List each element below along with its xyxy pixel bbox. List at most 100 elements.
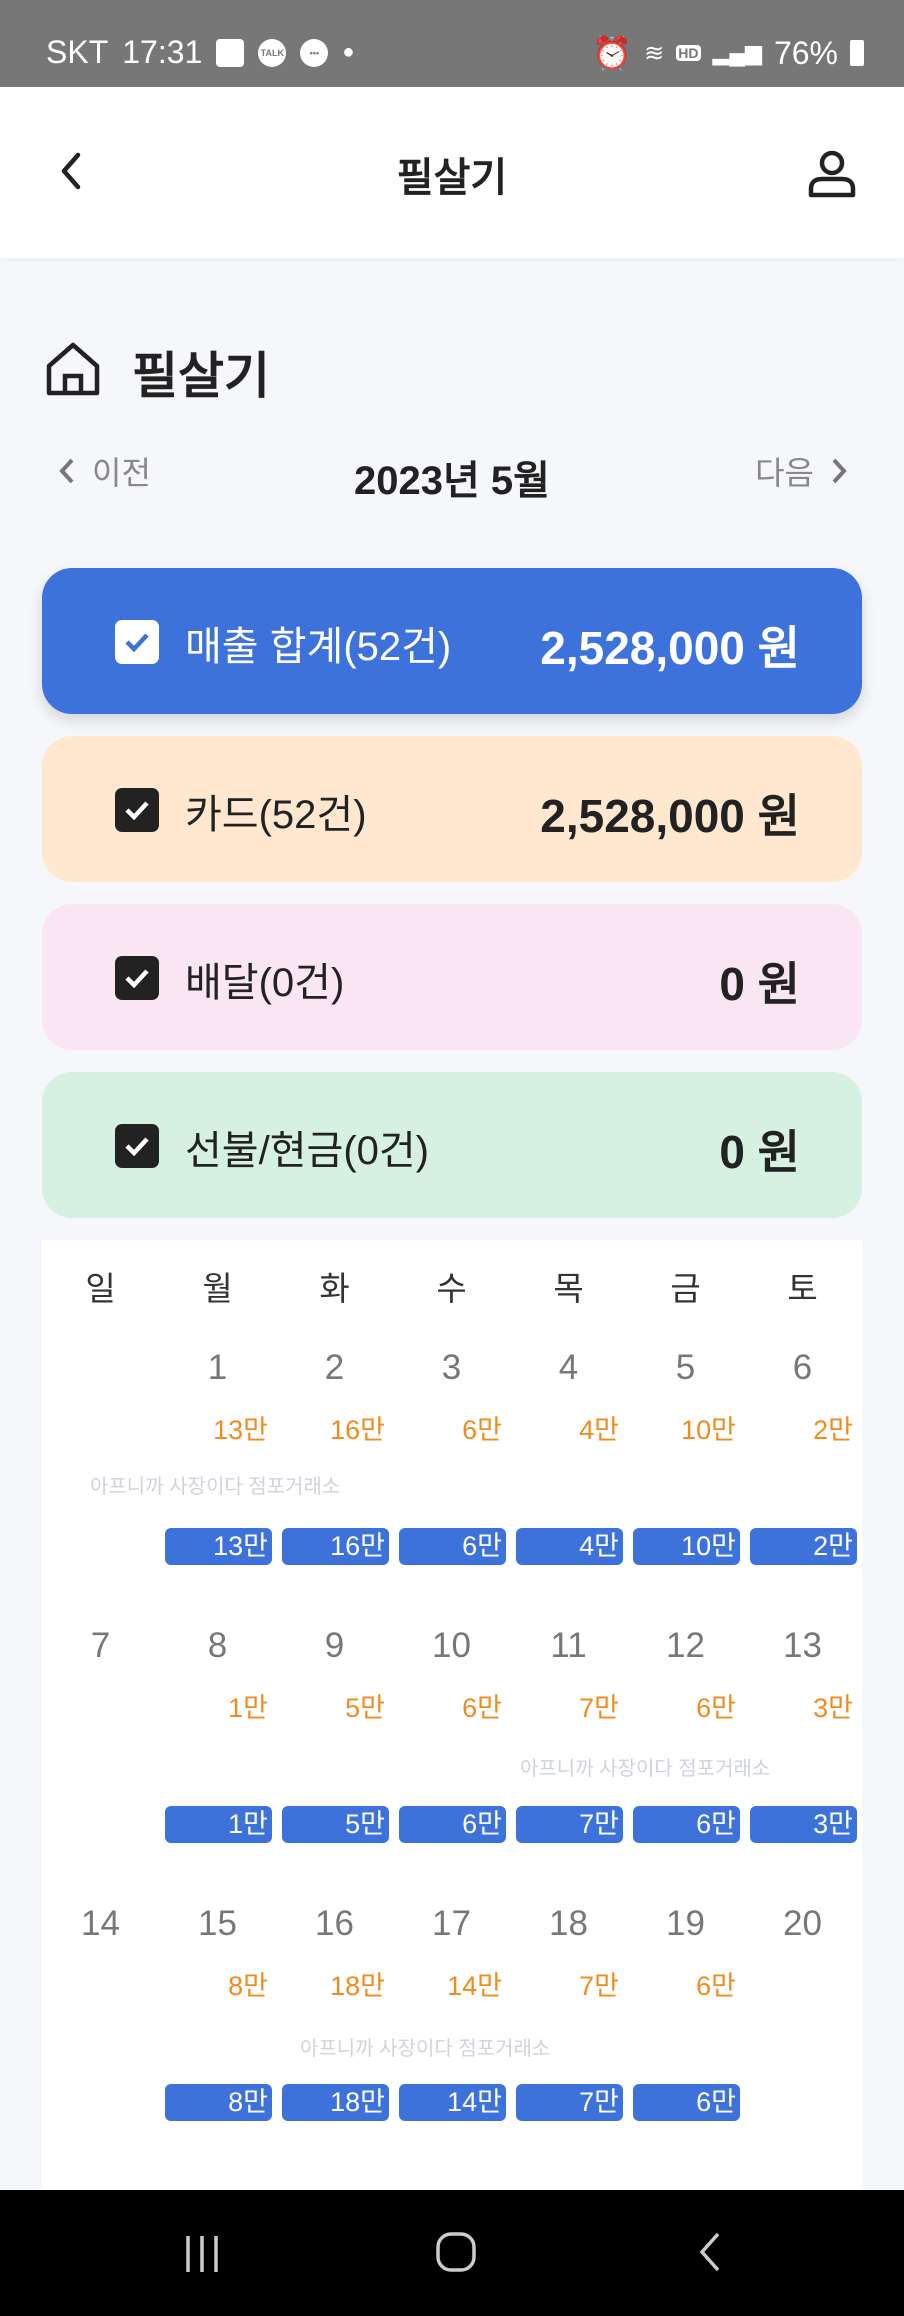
day-sales-bar[interactable]: 6만 xyxy=(633,1806,740,1843)
day-number: 12 xyxy=(666,1626,705,1665)
calendar-day[interactable]: 9 5만 5만 xyxy=(276,1608,393,1886)
card-amount: 0 원 xyxy=(719,958,800,1010)
calendar-day[interactable]: 17 14만 14만 xyxy=(393,1886,510,2164)
day-sales-bar[interactable]: 8만 xyxy=(165,2084,272,2121)
day-amount: 1만 xyxy=(228,1693,268,1723)
weekday-header: 수 xyxy=(436,1270,467,1307)
alarm-icon: ⏰ xyxy=(592,35,633,71)
day-number: 11 xyxy=(550,1626,587,1665)
card-label: 선불/현금(0건) xyxy=(185,1129,429,1173)
sales-card[interactable]: 매출 합계(52건) 2,528,000 원 xyxy=(42,568,862,714)
day-number: 20 xyxy=(783,1904,822,1943)
app-header: 필살기 xyxy=(0,87,904,258)
day-sales-bar[interactable]: 3만 xyxy=(750,1806,857,1843)
calendar-day[interactable]: 19 6만 6만 xyxy=(627,1886,744,2164)
calendar-day[interactable]: 6 2만 2만 xyxy=(744,1330,861,1608)
calendar-day[interactable]: 5 10만 10만 xyxy=(627,1330,744,1608)
day-sales-bar[interactable]: 5만 xyxy=(282,1806,389,1843)
day-amount: 14만 xyxy=(447,1971,502,2001)
checkbox[interactable] xyxy=(115,956,159,1000)
calendar-day[interactable]: 3 6만 6만 xyxy=(393,1330,510,1608)
day-sales-bar[interactable]: 1만 xyxy=(165,1806,272,1843)
day-number: 15 xyxy=(198,1904,237,1943)
day-number: 6 xyxy=(792,1348,813,1387)
checkbox[interactable] xyxy=(115,1124,159,1168)
calendar-day xyxy=(42,1330,159,1608)
day-amount: 10만 xyxy=(681,1415,736,1445)
day-sales-bar[interactable]: 14만 xyxy=(399,2084,506,2121)
dot-icon: ● xyxy=(342,41,355,63)
next-label: 다음 xyxy=(755,455,814,491)
checkbox[interactable] xyxy=(115,620,159,664)
day-number: 9 xyxy=(324,1626,345,1665)
clock: 17:31 xyxy=(122,34,203,70)
day-amount: 8만 xyxy=(228,1971,268,2001)
day-sales-bar[interactable]: 4만 xyxy=(516,1528,623,1565)
hd-voice-icon: HD xyxy=(676,45,701,61)
day-amount: 4만 xyxy=(579,1415,619,1445)
day-number: 17 xyxy=(432,1904,471,1943)
signal-icon: ▂▄▆ xyxy=(712,40,762,65)
day-sales-bar[interactable]: 6만 xyxy=(399,1806,506,1843)
battery-icon xyxy=(850,40,864,66)
day-number: 7 xyxy=(90,1626,111,1665)
day-sales-bar[interactable]: 13만 xyxy=(165,1528,272,1565)
checkbox[interactable] xyxy=(115,788,159,832)
day-amount: 6만 xyxy=(696,1971,736,2001)
calendar-day[interactable]: 13 3만 3만 xyxy=(744,1608,861,1886)
day-number: 2 xyxy=(324,1348,345,1387)
prev-label: 이전 xyxy=(92,455,151,491)
check-icon xyxy=(125,969,149,989)
day-number: 4 xyxy=(558,1348,579,1387)
calendar-day[interactable]: 8 1만 1만 xyxy=(159,1608,276,1886)
battery-level: 76% xyxy=(773,34,838,71)
day-sales-bar[interactable]: 6만 xyxy=(633,2084,740,2121)
calendar-day[interactable]: 2 16만 16만 xyxy=(276,1330,393,1608)
weekday-header: 금 xyxy=(670,1270,701,1307)
calendar-day[interactable]: 12 6만 6만 xyxy=(627,1608,744,1886)
calendar: 일 월 화 수 목 금 토 1 13만 13만 2 16만 16만 3 6만 6만 4 4만 4만 5 10만 … xyxy=(42,1240,862,2190)
day-number: 3 xyxy=(441,1348,462,1387)
card-label: 배달(0건) xyxy=(185,961,345,1005)
kakaotalk-icon: TALK xyxy=(258,38,287,67)
day-sales-bar[interactable]: 6만 xyxy=(399,1528,506,1565)
chat-icon: ••• xyxy=(300,38,329,67)
status-bar: SKT 17:31 TALK ••• ● ⏰ ≋ HD ▂▄▆ 76% xyxy=(0,0,904,87)
calendar-day[interactable]: 18 7만 7만 xyxy=(510,1886,627,2164)
weekday-header: 월 xyxy=(202,1270,233,1307)
prev-month-button[interactable]: 이전 xyxy=(56,448,151,494)
day-amount: 3만 xyxy=(813,1693,853,1723)
sales-card[interactable]: 배달(0건) 0 원 xyxy=(42,904,862,1050)
day-sales-bar[interactable]: 2만 xyxy=(750,1528,857,1565)
back-arrow-icon[interactable] xyxy=(52,151,92,191)
day-number: 8 xyxy=(207,1626,228,1665)
day-amount: 2만 xyxy=(813,1415,853,1445)
calendar-day[interactable]: 4 4만 4만 xyxy=(510,1330,627,1608)
home-button-icon[interactable] xyxy=(434,2230,478,2274)
day-sales-bar[interactable]: 18만 xyxy=(282,2084,389,2121)
calendar-day[interactable]: 15 8만 8만 xyxy=(159,1886,276,2164)
calendar-day[interactable]: 1 13만 13만 xyxy=(159,1330,276,1608)
user-profile-icon[interactable] xyxy=(806,147,858,199)
recent-apps-icon[interactable] xyxy=(180,2232,224,2276)
day-sales-bar[interactable]: 7만 xyxy=(516,2084,623,2121)
card-amount: 2,528,000 원 xyxy=(540,790,800,842)
day-sales-bar[interactable]: 10만 xyxy=(633,1528,740,1565)
current-month: 2023년 5월 xyxy=(354,459,550,503)
calendar-day[interactable]: 14 xyxy=(42,1886,159,2164)
header-title: 필살기 xyxy=(396,156,508,200)
back-button-icon[interactable] xyxy=(690,2230,734,2274)
day-amount: 6만 xyxy=(462,1415,502,1445)
check-icon xyxy=(125,801,149,821)
calendar-day[interactable]: 7 xyxy=(42,1608,159,1886)
day-sales-bar[interactable]: 7만 xyxy=(516,1806,623,1843)
next-month-button[interactable]: 다음 xyxy=(755,448,850,494)
calendar-day[interactable]: 16 18만 18만 xyxy=(276,1886,393,2164)
day-sales-bar[interactable]: 16만 xyxy=(282,1528,389,1565)
calendar-day[interactable]: 11 7만 7만 xyxy=(510,1608,627,1886)
calendar-day[interactable]: 10 6만 6만 xyxy=(393,1608,510,1886)
calendar-day[interactable]: 20 xyxy=(744,1886,861,2164)
sales-card[interactable]: 카드(52건) 2,528,000 원 xyxy=(42,736,862,882)
page-title: 필살기 xyxy=(132,348,270,404)
sales-card[interactable]: 선불/현금(0건) 0 원 xyxy=(42,1072,862,1218)
